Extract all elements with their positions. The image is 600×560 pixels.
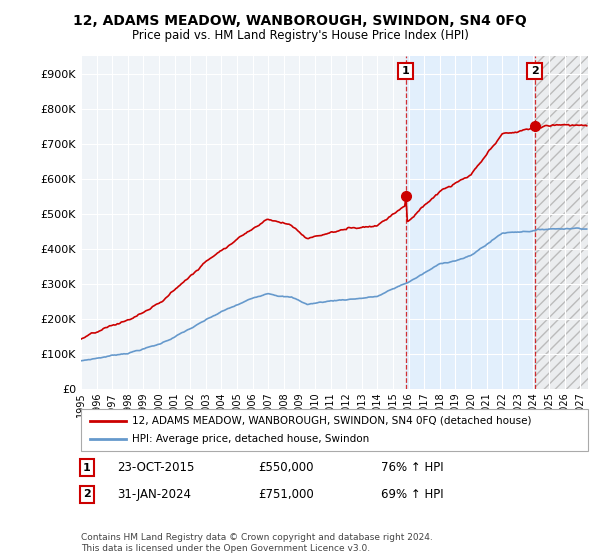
Bar: [535, 56, 588, 389]
Text: Price paid vs. HM Land Registry's House Price Index (HPI): Price paid vs. HM Land Registry's House …: [131, 29, 469, 42]
Text: 2: 2: [531, 66, 539, 76]
Text: 23-OCT-2015: 23-OCT-2015: [117, 461, 194, 474]
Text: 12, ADAMS MEADOW, WANBOROUGH, SWINDON, SN4 0FQ: 12, ADAMS MEADOW, WANBOROUGH, SWINDON, S…: [73, 14, 527, 28]
Bar: [535, 56, 588, 389]
Bar: [406, 56, 535, 389]
Text: 1: 1: [83, 463, 91, 473]
Text: 12, ADAMS MEADOW, WANBOROUGH, SWINDON, SN4 0FQ (detached house): 12, ADAMS MEADOW, WANBOROUGH, SWINDON, S…: [132, 416, 532, 426]
Text: HPI: Average price, detached house, Swindon: HPI: Average price, detached house, Swin…: [132, 435, 369, 445]
Text: 76% ↑ HPI: 76% ↑ HPI: [381, 461, 443, 474]
Text: Contains HM Land Registry data © Crown copyright and database right 2024.
This d: Contains HM Land Registry data © Crown c…: [81, 533, 433, 553]
Text: 69% ↑ HPI: 69% ↑ HPI: [381, 488, 443, 501]
Text: £550,000: £550,000: [258, 461, 314, 474]
Text: 1: 1: [402, 66, 410, 76]
Text: 2: 2: [83, 489, 91, 500]
Text: £751,000: £751,000: [258, 488, 314, 501]
Text: 31-JAN-2024: 31-JAN-2024: [117, 488, 191, 501]
